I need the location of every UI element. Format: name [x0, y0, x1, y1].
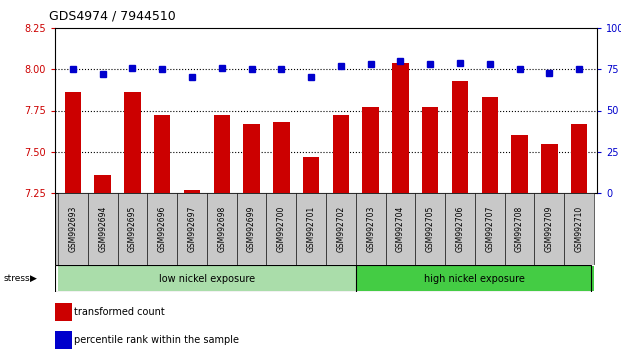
Bar — [564, 193, 594, 265]
Text: GSM992700: GSM992700 — [277, 206, 286, 252]
Text: GDS4974 / 7944510: GDS4974 / 7944510 — [49, 10, 176, 23]
Bar — [55, 331, 71, 349]
Bar — [58, 266, 356, 291]
Bar — [58, 193, 88, 265]
Bar — [117, 193, 147, 265]
Bar — [243, 124, 260, 193]
Bar — [184, 190, 200, 193]
Text: ▶: ▶ — [30, 274, 37, 283]
Bar — [505, 193, 535, 265]
Text: GSM992701: GSM992701 — [307, 206, 315, 252]
Bar — [177, 193, 207, 265]
Bar — [296, 193, 326, 265]
Text: GSM992695: GSM992695 — [128, 206, 137, 252]
Bar — [571, 124, 587, 193]
Bar — [65, 92, 81, 193]
Bar — [535, 193, 564, 265]
Text: GSM992699: GSM992699 — [247, 206, 256, 252]
Bar — [94, 175, 111, 193]
Bar — [326, 193, 356, 265]
Text: GSM992704: GSM992704 — [396, 206, 405, 252]
Bar — [214, 115, 230, 193]
Text: GSM992707: GSM992707 — [485, 206, 494, 252]
Text: GSM992705: GSM992705 — [426, 206, 435, 252]
Bar — [266, 193, 296, 265]
Bar — [356, 193, 386, 265]
Bar — [445, 193, 475, 265]
Text: high nickel exposure: high nickel exposure — [425, 274, 525, 284]
Text: GSM992694: GSM992694 — [98, 206, 107, 252]
Text: low nickel exposure: low nickel exposure — [159, 274, 255, 284]
Bar — [422, 107, 438, 193]
Bar — [124, 92, 140, 193]
Bar — [273, 122, 289, 193]
Bar — [207, 193, 237, 265]
Text: GSM992696: GSM992696 — [158, 206, 166, 252]
Bar — [363, 107, 379, 193]
Bar — [333, 115, 349, 193]
Bar — [511, 135, 528, 193]
Text: GSM992709: GSM992709 — [545, 206, 554, 252]
Text: GSM992697: GSM992697 — [188, 206, 196, 252]
Text: GSM992703: GSM992703 — [366, 206, 375, 252]
Text: GSM992702: GSM992702 — [337, 206, 345, 252]
Text: GSM992706: GSM992706 — [456, 206, 465, 252]
Bar — [147, 193, 177, 265]
Text: GSM992708: GSM992708 — [515, 206, 524, 252]
Bar — [154, 115, 170, 193]
Text: GSM992698: GSM992698 — [217, 206, 226, 252]
Bar — [475, 193, 505, 265]
Bar — [415, 193, 445, 265]
Bar — [303, 157, 319, 193]
Text: percentile rank within the sample: percentile rank within the sample — [74, 335, 239, 345]
Bar — [541, 143, 558, 193]
Bar — [356, 266, 594, 291]
Bar — [392, 63, 409, 193]
Bar — [88, 193, 117, 265]
Bar — [55, 303, 71, 321]
Text: GSM992710: GSM992710 — [574, 206, 584, 252]
Bar — [386, 193, 415, 265]
Bar — [237, 193, 266, 265]
Bar — [482, 97, 498, 193]
Text: GSM992693: GSM992693 — [68, 206, 78, 252]
Text: stress: stress — [3, 274, 30, 283]
Bar — [452, 81, 468, 193]
Text: transformed count: transformed count — [74, 307, 165, 317]
